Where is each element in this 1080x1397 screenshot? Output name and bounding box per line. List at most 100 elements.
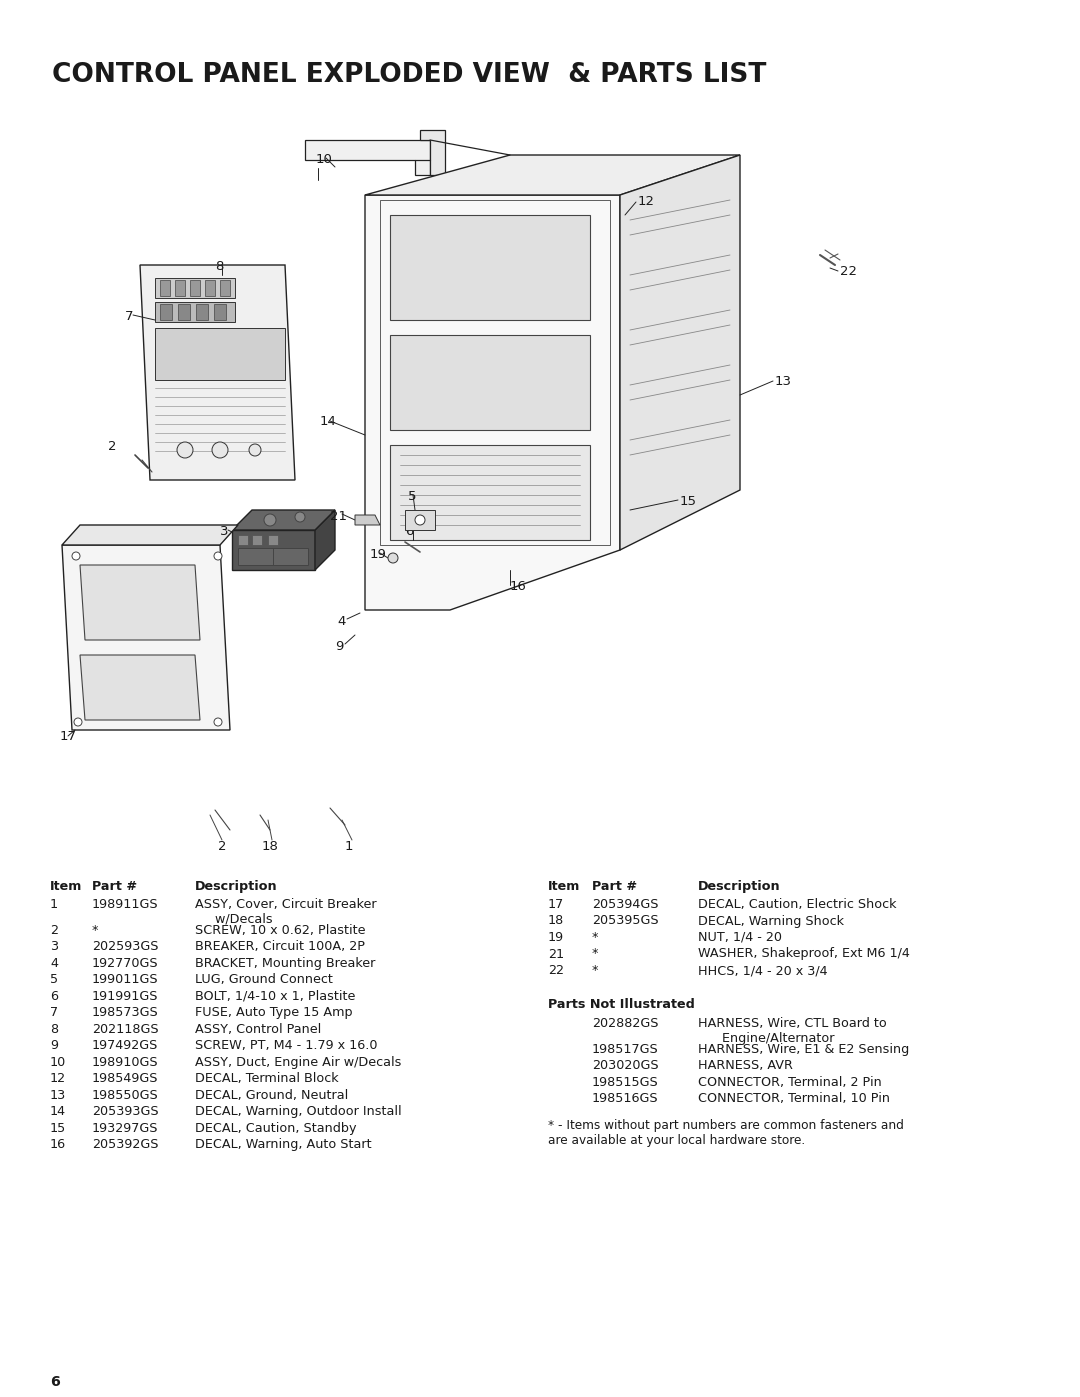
- Text: 22: 22: [840, 265, 858, 278]
- Polygon shape: [80, 564, 200, 640]
- Text: 9: 9: [335, 640, 343, 652]
- Polygon shape: [195, 305, 208, 320]
- Polygon shape: [252, 535, 262, 545]
- Text: 4: 4: [50, 957, 58, 970]
- Text: 198910GS: 198910GS: [92, 1056, 159, 1069]
- Text: 198550GS: 198550GS: [92, 1088, 159, 1102]
- Polygon shape: [238, 535, 248, 545]
- Circle shape: [249, 444, 261, 455]
- Circle shape: [415, 515, 426, 525]
- Text: SCREW, 10 x 0.62, Plastite: SCREW, 10 x 0.62, Plastite: [195, 923, 365, 936]
- Text: 16: 16: [50, 1139, 66, 1151]
- Text: 7: 7: [125, 310, 134, 323]
- Text: WASHER, Shakeproof, Ext M6 1/4: WASHER, Shakeproof, Ext M6 1/4: [698, 947, 909, 961]
- Text: 6: 6: [405, 525, 414, 538]
- Polygon shape: [214, 305, 226, 320]
- Text: 2: 2: [50, 923, 58, 936]
- Text: 9: 9: [50, 1039, 58, 1052]
- Text: 18: 18: [548, 915, 564, 928]
- Text: HARNESS, AVR: HARNESS, AVR: [698, 1059, 793, 1071]
- Polygon shape: [160, 279, 170, 296]
- Text: *: *: [592, 964, 598, 977]
- Text: NUT, 1/4 - 20: NUT, 1/4 - 20: [698, 930, 782, 944]
- Text: 8: 8: [215, 260, 224, 272]
- Text: 198549GS: 198549GS: [92, 1071, 159, 1085]
- Text: 198911GS: 198911GS: [92, 898, 159, 911]
- Text: *: *: [592, 930, 598, 944]
- Text: 191991GS: 191991GS: [92, 989, 159, 1003]
- Text: DECAL, Caution, Electric Shock: DECAL, Caution, Electric Shock: [698, 898, 896, 911]
- Text: *: *: [92, 923, 98, 936]
- Text: 22: 22: [548, 964, 564, 977]
- Text: 16: 16: [510, 580, 527, 592]
- Polygon shape: [390, 446, 590, 541]
- Circle shape: [264, 514, 276, 527]
- Circle shape: [388, 553, 399, 563]
- Text: 18: 18: [262, 840, 279, 854]
- Text: 202882GS: 202882GS: [592, 1017, 659, 1030]
- Text: 192770GS: 192770GS: [92, 957, 159, 970]
- Text: DECAL, Ground, Neutral: DECAL, Ground, Neutral: [195, 1088, 348, 1102]
- Text: 2: 2: [108, 440, 117, 453]
- Text: 19: 19: [370, 548, 387, 562]
- Polygon shape: [405, 510, 435, 529]
- Text: CONTROL PANEL EXPLODED VIEW  & PARTS LIST: CONTROL PANEL EXPLODED VIEW & PARTS LIST: [52, 61, 767, 88]
- Text: DECAL, Warning, Auto Start: DECAL, Warning, Auto Start: [195, 1139, 372, 1151]
- Text: ASSY, Control Panel: ASSY, Control Panel: [195, 1023, 321, 1035]
- Circle shape: [214, 718, 222, 726]
- Polygon shape: [238, 548, 308, 564]
- Circle shape: [212, 441, 228, 458]
- Text: CONNECTOR, Terminal, 10 Pin: CONNECTOR, Terminal, 10 Pin: [698, 1092, 890, 1105]
- Polygon shape: [175, 279, 185, 296]
- Text: HHCS, 1/4 - 20 x 3/4: HHCS, 1/4 - 20 x 3/4: [698, 964, 827, 977]
- Text: BRACKET, Mounting Breaker: BRACKET, Mounting Breaker: [195, 957, 376, 970]
- Text: 3: 3: [220, 525, 229, 538]
- Circle shape: [295, 511, 305, 522]
- Text: 1: 1: [50, 898, 58, 911]
- Text: DECAL, Terminal Block: DECAL, Terminal Block: [195, 1071, 339, 1085]
- Text: 6: 6: [50, 989, 58, 1003]
- Polygon shape: [160, 305, 172, 320]
- Text: 199011GS: 199011GS: [92, 974, 159, 986]
- Text: 202593GS: 202593GS: [92, 940, 159, 953]
- Polygon shape: [232, 529, 315, 570]
- Text: 13: 13: [50, 1088, 66, 1102]
- Text: 7: 7: [50, 1006, 58, 1018]
- Polygon shape: [205, 279, 215, 296]
- Text: 193297GS: 193297GS: [92, 1122, 159, 1134]
- Polygon shape: [62, 545, 230, 731]
- Polygon shape: [190, 279, 200, 296]
- Text: 5: 5: [50, 974, 58, 986]
- Text: Part #: Part #: [92, 880, 137, 893]
- Text: 10: 10: [316, 154, 333, 166]
- Text: 198573GS: 198573GS: [92, 1006, 159, 1018]
- Text: 15: 15: [680, 495, 697, 509]
- Text: 205394GS: 205394GS: [592, 898, 659, 911]
- Text: FUSE, Auto Type 15 Amp: FUSE, Auto Type 15 Amp: [195, 1006, 353, 1018]
- Text: 21: 21: [330, 510, 347, 522]
- Text: 15: 15: [50, 1122, 66, 1134]
- Circle shape: [75, 718, 82, 726]
- Text: 14: 14: [50, 1105, 66, 1118]
- Polygon shape: [315, 510, 335, 570]
- Text: 3: 3: [50, 940, 58, 953]
- Text: Description: Description: [698, 880, 781, 893]
- Polygon shape: [140, 265, 295, 481]
- Text: DECAL, Warning, Outdoor Install: DECAL, Warning, Outdoor Install: [195, 1105, 402, 1118]
- Text: 1: 1: [345, 840, 353, 854]
- Text: 197492GS: 197492GS: [92, 1039, 159, 1052]
- Text: 21: 21: [548, 947, 564, 961]
- Text: HARNESS, Wire, CTL Board to
      Engine/Alternator: HARNESS, Wire, CTL Board to Engine/Alter…: [698, 1017, 887, 1045]
- Text: 6: 6: [50, 1375, 59, 1389]
- Polygon shape: [62, 525, 238, 545]
- Text: Parts Not Illustrated: Parts Not Illustrated: [548, 999, 694, 1011]
- Text: 205393GS: 205393GS: [92, 1105, 159, 1118]
- Text: Description: Description: [195, 880, 278, 893]
- Circle shape: [214, 552, 222, 560]
- Text: DECAL, Caution, Standby: DECAL, Caution, Standby: [195, 1122, 356, 1134]
- Polygon shape: [232, 510, 335, 529]
- Polygon shape: [365, 196, 620, 610]
- Polygon shape: [390, 335, 590, 430]
- Polygon shape: [156, 302, 235, 321]
- Text: 17: 17: [548, 898, 564, 911]
